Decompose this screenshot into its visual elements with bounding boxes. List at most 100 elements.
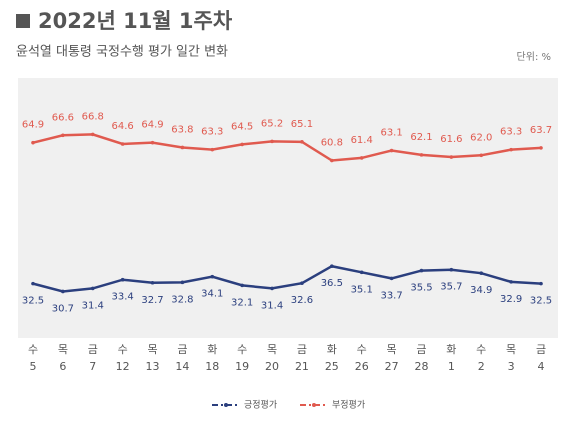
data-point	[539, 146, 543, 150]
legend-label: 부정평가	[332, 400, 365, 411]
chart-subtitle: 윤석열 대통령 국정수행 평가 일간 변화	[16, 44, 228, 60]
x-tick-weekday: 수	[28, 343, 38, 356]
data-label: 65.1	[291, 119, 313, 130]
data-label: 66.6	[52, 112, 74, 123]
data-label: 63.1	[380, 128, 402, 139]
data-point	[330, 158, 334, 163]
data-label: 66.8	[82, 111, 104, 122]
data-label: 63.8	[171, 124, 193, 135]
chart-title: 2022년 11월 1주차	[38, 9, 233, 33]
data-point	[300, 140, 304, 144]
data-point	[389, 276, 394, 281]
data-label: 64.9	[22, 120, 44, 131]
data-point	[90, 286, 95, 291]
data-point	[330, 264, 334, 269]
data-label: 32.9	[500, 294, 522, 305]
data-point	[150, 140, 155, 145]
x-tick-weekday: 수	[118, 343, 128, 356]
data-point	[31, 281, 35, 286]
data-label: 65.2	[261, 118, 283, 129]
x-tick-weekday: 금	[297, 343, 307, 356]
data-label: 63.3	[201, 127, 223, 138]
series-line	[32, 133, 542, 162]
data-label: 32.6	[291, 295, 313, 306]
data-point	[31, 140, 35, 145]
legend-marker	[224, 403, 228, 407]
data-label: 63.3	[500, 127, 522, 138]
x-tick-weekday: 금	[536, 343, 546, 356]
x-tick-weekday: 금	[416, 343, 426, 356]
data-point	[61, 289, 65, 294]
legend-marker	[312, 403, 316, 407]
data-label: 35.1	[351, 284, 373, 295]
x-tick-label: 25	[325, 360, 339, 373]
data-point	[449, 267, 454, 272]
data-label: 32.8	[171, 294, 193, 305]
data-point	[210, 274, 215, 279]
data-point	[61, 133, 65, 138]
data-label: 32.5	[22, 296, 44, 307]
x-tick-label: 5	[30, 360, 37, 373]
x-tick-label: 14	[175, 360, 189, 373]
x-tick-label: 27	[385, 360, 399, 373]
x-tick-label: 21	[295, 360, 309, 373]
data-point	[539, 281, 543, 286]
plot-area	[18, 78, 558, 338]
x-tick-weekday: 수	[476, 343, 486, 356]
x-tick-weekday: 목	[506, 343, 516, 356]
data-point	[479, 153, 484, 158]
x-tick-label: 18	[205, 360, 219, 373]
x-tick-weekday: 화	[327, 343, 337, 356]
data-label: 60.8	[321, 138, 343, 149]
data-point	[509, 147, 513, 152]
x-tick-label: 2	[478, 360, 485, 373]
unit-label: 단위: %	[517, 50, 551, 63]
data-label: 35.7	[440, 282, 462, 293]
data-point	[359, 270, 364, 275]
data-label: 30.7	[52, 303, 74, 314]
data-point	[150, 280, 155, 285]
x-tick-weekday: 화	[207, 343, 217, 356]
series-line	[32, 264, 542, 293]
data-point	[120, 277, 125, 282]
data-label: 64.5	[231, 121, 253, 132]
data-label: 32.1	[231, 297, 253, 308]
legend-label: 긍정평가	[244, 400, 277, 411]
data-point	[479, 271, 484, 275]
x-tick-label: 20	[265, 360, 279, 373]
x-tick-weekday: 목	[267, 343, 277, 356]
x-tick-label: 4	[538, 360, 545, 373]
data-point	[300, 281, 304, 285]
data-label: 35.5	[410, 283, 432, 294]
data-point	[210, 147, 215, 152]
data-point	[419, 268, 424, 273]
data-point	[449, 155, 454, 159]
data-label: 31.4	[261, 300, 283, 311]
x-tick-weekday: 목	[58, 343, 68, 356]
data-point	[509, 280, 513, 284]
data-label: 62.0	[470, 132, 492, 143]
x-tick-weekday: 수	[357, 343, 367, 356]
x-tick-weekday: 목	[387, 343, 397, 356]
x-tick-label: 1	[448, 360, 455, 373]
data-label: 62.1	[410, 132, 432, 143]
data-label: 61.6	[440, 134, 462, 145]
data-point	[180, 145, 185, 150]
data-label: 64.6	[112, 121, 134, 132]
data-label: 33.7	[380, 290, 402, 301]
x-tick-weekday: 목	[147, 343, 157, 356]
data-point	[240, 142, 244, 147]
x-tick-weekday: 수	[237, 343, 247, 356]
x-tick-weekday: 화	[446, 343, 456, 356]
data-point	[270, 139, 274, 144]
data-label: 32.5	[530, 296, 552, 307]
x-tick-label: 26	[355, 360, 369, 373]
x-tick-label: 7	[89, 360, 96, 373]
data-label: 63.7	[530, 125, 552, 136]
data-point	[359, 156, 364, 160]
data-point	[180, 280, 185, 285]
data-point	[389, 148, 394, 153]
data-label: 61.4	[351, 135, 373, 146]
data-point	[120, 142, 125, 146]
